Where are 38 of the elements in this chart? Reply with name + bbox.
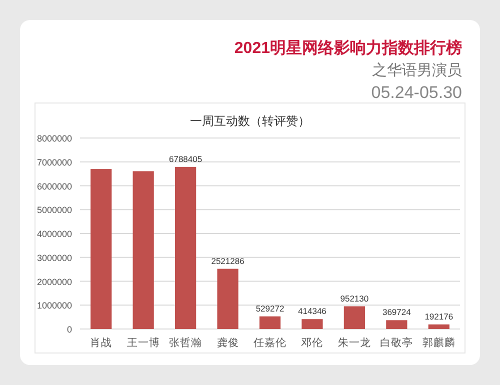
data-label: 529272 (256, 303, 284, 314)
x-tick-label: 邓伦 (301, 337, 324, 349)
data-label: 192176 (424, 311, 454, 322)
x-tick-label: 龚俊 (216, 336, 239, 349)
bar (132, 171, 154, 329)
text: 一周互动数（转评赞） (190, 114, 310, 128)
bar (302, 319, 323, 329)
chart-title: 2021明星网络影响力指数排行榜 (234, 39, 462, 57)
bar (217, 268, 238, 329)
x-tick-label: 郭麒麟 (422, 336, 456, 349)
data-label: 369724 (382, 307, 412, 318)
x-tick-label: 张哲瀚 (169, 336, 202, 349)
bar (428, 324, 450, 329)
y-tick-label: 5000000 (36, 205, 72, 216)
x-tick-label: 肖战 (90, 337, 112, 349)
x-tick-label: 任嘉伦 (252, 336, 286, 349)
chart-subtitle: 之华语男演员 (372, 62, 462, 79)
y-tick-label: 1000000 (36, 300, 72, 311)
text: 05.24-05.30 (371, 83, 462, 102)
y-tick-label: 6000000 (36, 181, 72, 192)
bar (90, 169, 112, 329)
y-tick-label: 3000000 (36, 252, 72, 263)
y-tick-label: 2000000 (36, 276, 72, 287)
data-label: 6788405 (169, 154, 202, 164)
x-tick-label: 王一博 (126, 336, 160, 349)
bar (386, 320, 408, 329)
y-tick-label: 0 (66, 324, 72, 334)
x-tick-label: 白敬亭 (380, 336, 414, 349)
x-tick-label: 朱一龙 (338, 336, 371, 349)
data-label: 414346 (298, 306, 327, 316)
data-label: 952130 (340, 293, 369, 304)
y-tick-label: 4000000 (36, 229, 72, 239)
y-tick-label: 8000000 (36, 134, 72, 144)
y-tick-label: 7000000 (36, 157, 72, 168)
bar (175, 166, 196, 329)
bar (344, 306, 365, 329)
bar (259, 316, 281, 329)
data-label: 2521286 (211, 256, 245, 266)
